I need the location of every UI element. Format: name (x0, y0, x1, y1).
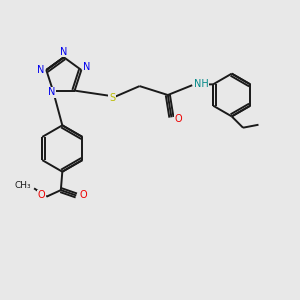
Text: N: N (48, 87, 55, 97)
Text: O: O (38, 190, 45, 200)
Text: CH₃: CH₃ (14, 182, 31, 190)
Text: S: S (109, 93, 115, 103)
Text: O: O (174, 114, 182, 124)
Text: N: N (60, 47, 68, 57)
Text: N: N (37, 65, 45, 75)
Text: NH: NH (194, 79, 208, 89)
Text: O: O (79, 190, 87, 200)
Text: N: N (83, 62, 90, 72)
